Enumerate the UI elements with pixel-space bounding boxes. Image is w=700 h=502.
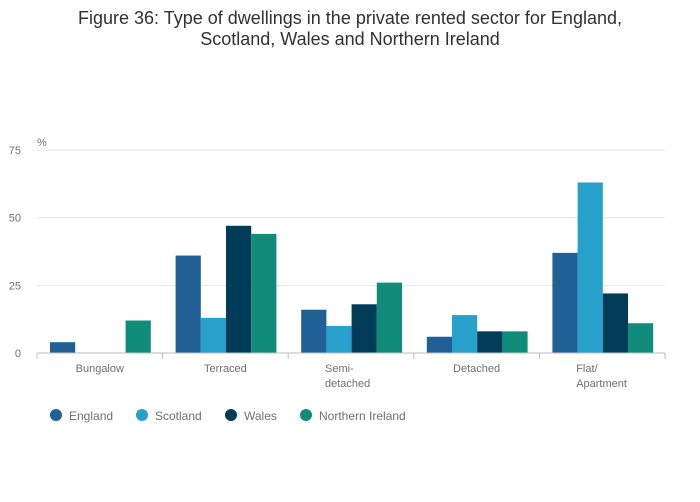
x-category-label: detached: [325, 378, 370, 390]
bar-scotland-1[interactable]: [200, 317, 226, 353]
x-category-label: Semi-: [325, 363, 354, 375]
chart-title-line-1: Figure 36: Type of dwellings in the priv…: [78, 8, 622, 28]
x-category-label: Flat/: [576, 363, 598, 375]
y-tick-label: 50: [9, 213, 21, 225]
bar-wales-1[interactable]: [226, 225, 252, 353]
bar-wales-3[interactable]: [477, 331, 503, 353]
x-category-label: Terraced: [204, 363, 247, 375]
bar-northern-ireland-0[interactable]: [125, 320, 151, 353]
bar-northern-ireland-4[interactable]: [628, 323, 654, 353]
y-tick-label: 25: [9, 280, 21, 292]
legend: England Scotland Wales Northern Ireland: [50, 409, 406, 423]
bar-northern-ireland-1[interactable]: [251, 233, 277, 353]
bar-wales-4[interactable]: [602, 293, 628, 353]
bar-wales-2[interactable]: [351, 304, 377, 353]
x-axis: Bungalow Terraced Semi-detached Detached Fla…: [36, 352, 666, 390]
bars: [50, 182, 654, 353]
x-category-label: Apartment: [576, 378, 627, 390]
x-category-label: Detached: [453, 363, 500, 375]
legend-label[interactable]: Wales: [244, 409, 277, 423]
y-tick-label: 0: [15, 348, 21, 360]
legend-swatch-scotland[interactable]: [136, 409, 148, 421]
bar-england-2[interactable]: [301, 309, 327, 353]
chart-title-line-2: Scotland, Wales and Northern Ireland: [200, 29, 500, 49]
legend-swatch-northern-ireland[interactable]: [300, 409, 312, 421]
bar-northern-ireland-3[interactable]: [502, 331, 528, 353]
bar-northern-ireland-2[interactable]: [376, 282, 402, 353]
y-axis-unit-label: %: [37, 137, 47, 149]
legend-swatch-england[interactable]: [50, 409, 62, 421]
legend-label[interactable]: Northern Ireland: [319, 409, 406, 423]
bar-england-1[interactable]: [175, 255, 201, 353]
bar-scotland-4[interactable]: [577, 182, 603, 353]
legend-label[interactable]: England: [69, 409, 113, 423]
bar-england-3[interactable]: [426, 336, 452, 353]
x-category-label: Bungalow: [76, 363, 124, 375]
y-axis-ticks: 0 25 50 75: [9, 145, 21, 360]
bar-scotland-3[interactable]: [452, 315, 478, 353]
bar-scotland-2[interactable]: [326, 325, 352, 353]
legend-swatch-wales[interactable]: [225, 409, 237, 421]
bar-england-0[interactable]: [50, 342, 76, 353]
legend-label[interactable]: Scotland: [155, 409, 202, 423]
bar-england-4[interactable]: [552, 252, 578, 353]
y-tick-label: 75: [9, 145, 21, 157]
